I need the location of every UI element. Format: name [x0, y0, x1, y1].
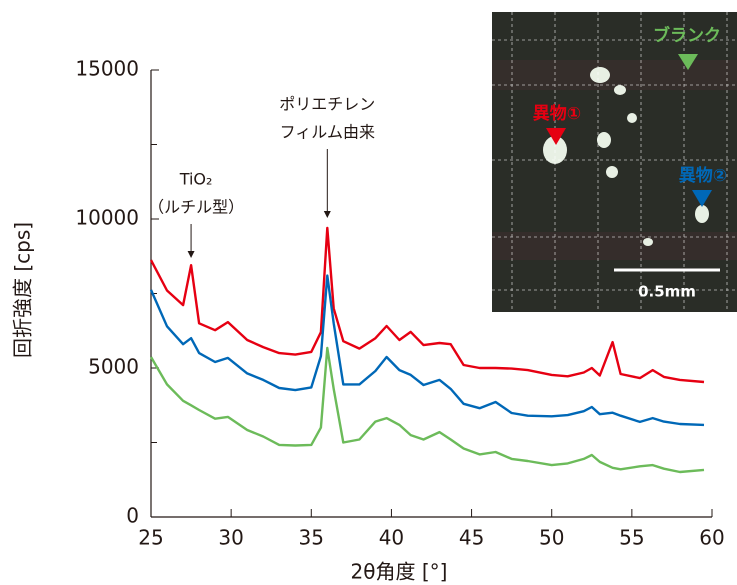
- y-tick-label: 10000: [75, 206, 139, 230]
- x-tick-label: 25: [138, 526, 163, 550]
- annotation-arrowhead: [188, 251, 195, 258]
- inset-label: 異物①: [533, 103, 581, 124]
- scale-label: 0.5mm: [638, 283, 696, 301]
- x-tick-label: 55: [619, 526, 644, 550]
- x-tick-label: 40: [379, 526, 404, 550]
- y-tick-label: 15000: [75, 57, 139, 81]
- series-line: [151, 348, 704, 472]
- annotation-text: フィルム由来: [280, 123, 375, 142]
- chart: 2θ角度 [°] 回折強度 [cps] 0 5000 10000 15000 25 30 3…: [0, 0, 737, 585]
- annotation-text: （ルチル型）: [148, 198, 244, 217]
- annotation-text: ポリエチレン: [279, 95, 375, 114]
- micrograph-inset: ブランク 異物① 異物② 0.5mm: [492, 12, 737, 312]
- x-tick-label: 60: [699, 526, 724, 550]
- annotation-arrowhead: [324, 211, 331, 218]
- inset-label: ブランク: [653, 25, 721, 46]
- y-tick-label: 0: [126, 504, 139, 528]
- x-tick-label: 30: [218, 526, 243, 550]
- annotation-text: TiO₂: [179, 170, 213, 189]
- inset-label: 異物②: [679, 165, 727, 186]
- y-axis-label: 回折強度 [cps]: [11, 222, 35, 358]
- x-tick-label: 45: [459, 526, 484, 550]
- x-tick-label: 35: [299, 526, 324, 550]
- y-tick-label: 5000: [88, 355, 139, 379]
- x-tick-label: 50: [539, 526, 564, 550]
- x-axis-label: 2θ角度 [°]: [351, 560, 448, 584]
